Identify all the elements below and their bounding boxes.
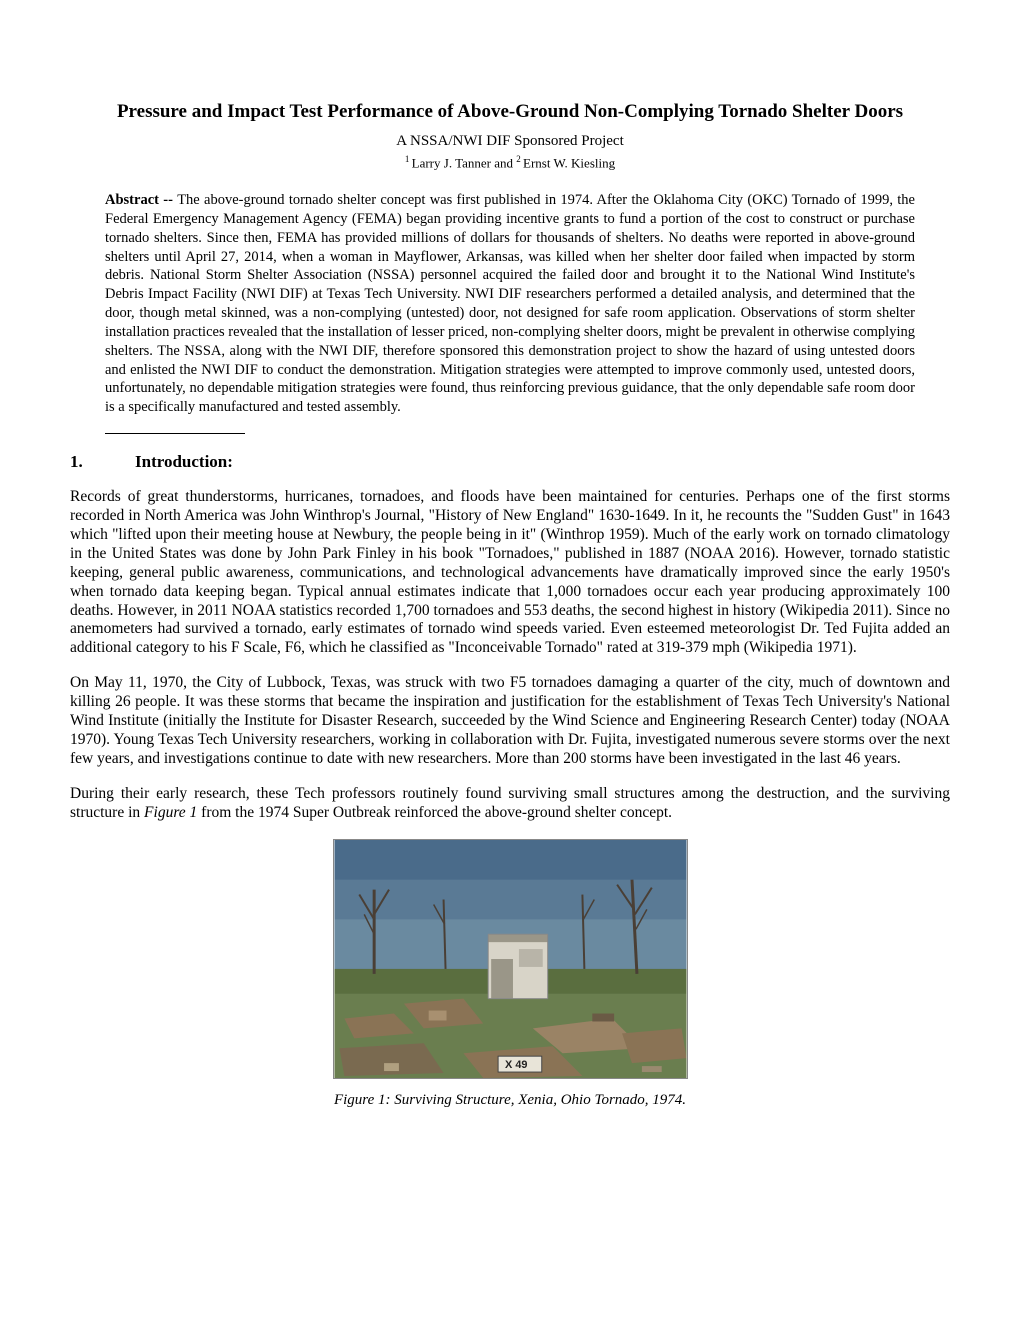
- body-paragraph-1: Records of great thunderstorms, hurrican…: [70, 488, 950, 658]
- author-affiliation-2: 2: [516, 154, 523, 164]
- figure-caption: Figure 1: Surviving Structure, Xenia, Oh…: [70, 1092, 950, 1109]
- author-affiliation-1: 1: [405, 154, 412, 164]
- paper-subtitle: A NSSA/NWI DIF Sponsored Project: [70, 133, 950, 150]
- section-title: Introduction:: [135, 452, 233, 471]
- body-paragraph-2: On May 11, 1970, the City of Lubbock, Te…: [70, 674, 950, 769]
- author-name-1: Larry J. Tanner and: [412, 155, 517, 170]
- body-paragraph-3: During their early research, these Tech …: [70, 785, 950, 823]
- figure-1-image: X 49: [333, 839, 688, 1079]
- abstract-block: Abstract -- The above-ground tornado she…: [70, 191, 950, 417]
- para3-text-b: from the 1974 Super Outbreak reinforced …: [197, 804, 672, 821]
- figure-reference: Figure 1: [144, 804, 197, 821]
- section-number: 1.: [70, 452, 135, 472]
- section-heading-introduction: 1.Introduction:: [70, 452, 950, 472]
- paper-authors: 1 Larry J. Tanner and 2 Ernst W. Kieslin…: [70, 154, 950, 171]
- author-name-2: Ernst W. Kiesling: [523, 155, 615, 170]
- abstract-text: The above-ground tornado shelter concept…: [105, 192, 915, 415]
- abstract-label: Abstract --: [105, 192, 177, 208]
- paper-title: Pressure and Impact Test Performance of …: [70, 100, 950, 125]
- abstract-paragraph: Abstract -- The above-ground tornado she…: [105, 191, 915, 417]
- figure-container: X 49 Figure 1: Surviving Structure, Xeni…: [70, 839, 950, 1109]
- section-divider: [105, 433, 245, 434]
- svg-text:X 49: X 49: [505, 1059, 527, 1071]
